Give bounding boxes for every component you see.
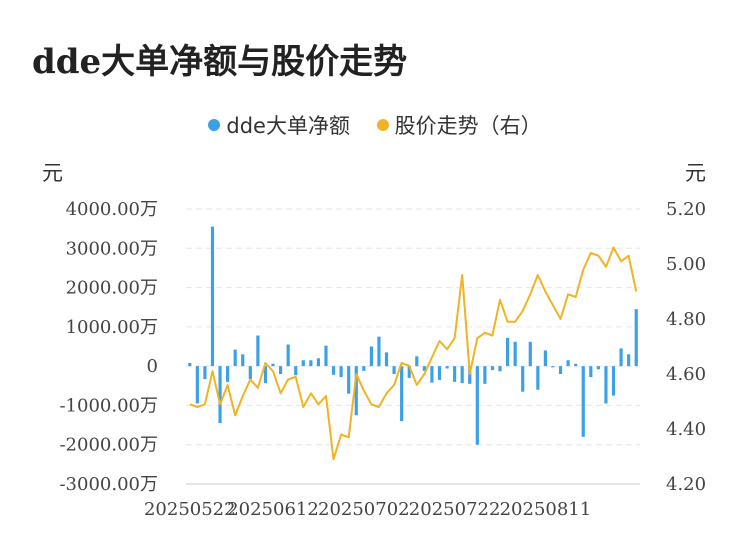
dde-bar bbox=[294, 366, 298, 376]
legend-label-price: 股价走势（右） bbox=[394, 114, 542, 138]
dde-bar bbox=[558, 366, 563, 374]
legend-item-price[interactable]: 股价走势（右） bbox=[376, 110, 542, 140]
left-tick-label: -2000.00万 bbox=[59, 435, 158, 456]
dde-bar bbox=[619, 348, 623, 367]
right-tick-label: 5.00 bbox=[666, 254, 706, 275]
price-line bbox=[189, 246, 638, 461]
dde-bar bbox=[203, 366, 207, 380]
left-tick-label: -1000.00万 bbox=[59, 395, 158, 416]
right-tick-label: 4.40 bbox=[666, 419, 706, 440]
dde-bar bbox=[596, 366, 600, 370]
x-tick-label: 20250811 bbox=[500, 499, 592, 520]
dde-bar bbox=[331, 366, 336, 375]
dde-bar bbox=[543, 350, 548, 367]
dde-bar bbox=[195, 366, 199, 404]
dde-bar bbox=[392, 366, 396, 374]
dde-bar bbox=[430, 366, 434, 383]
legend-label-dde: dde大单净额 bbox=[226, 114, 350, 138]
dde-bar bbox=[339, 366, 343, 378]
dde-bar bbox=[218, 366, 222, 424]
chart-title: dde大单净额与股价走势 bbox=[32, 42, 408, 82]
dde-bar bbox=[248, 366, 252, 380]
dde-bar bbox=[611, 366, 616, 396]
dde-bar bbox=[286, 344, 290, 367]
left-tick-label: 0 bbox=[147, 356, 158, 377]
dde-bar bbox=[271, 363, 275, 367]
dde-bar bbox=[460, 366, 464, 384]
left-tick-label: 1000.00万 bbox=[66, 317, 158, 338]
dde-bar bbox=[226, 366, 230, 382]
dde-bar bbox=[415, 356, 419, 367]
x-tick-label: 20250522 bbox=[144, 499, 236, 520]
dde-bar bbox=[634, 309, 638, 367]
dde-bar bbox=[422, 366, 426, 371]
dde-bar bbox=[498, 366, 502, 372]
dde-bar bbox=[369, 346, 373, 367]
dde-bar bbox=[513, 341, 517, 367]
dde-bar bbox=[445, 366, 449, 369]
right-tick-label: 5.20 bbox=[666, 199, 706, 220]
dde-bar bbox=[278, 366, 283, 374]
dde-bar bbox=[453, 366, 457, 382]
dde-bar bbox=[505, 337, 510, 367]
dde-bar bbox=[400, 366, 404, 422]
x-tick-label: 20250702 bbox=[318, 499, 410, 520]
dde-bar bbox=[551, 366, 555, 368]
dde-bar bbox=[362, 366, 366, 371]
dde-bar bbox=[437, 366, 442, 380]
right-tick-label: 4.60 bbox=[666, 364, 706, 385]
x-tick-label: 20250722 bbox=[409, 499, 501, 520]
dde-bar bbox=[301, 360, 305, 367]
dde-bar bbox=[490, 366, 495, 371]
dde-bar bbox=[604, 366, 608, 404]
dde-bar bbox=[347, 366, 351, 394]
x-tick-label: 20250612 bbox=[227, 499, 319, 520]
left-axis-unit: 元 bbox=[42, 161, 63, 185]
legend-dot-dde bbox=[208, 119, 221, 131]
left-tick-label: -3000.00万 bbox=[59, 474, 158, 495]
dde-bar bbox=[475, 366, 479, 445]
legend-item-dde[interactable]: dde大单净额 bbox=[208, 110, 350, 140]
dde-bar bbox=[528, 341, 532, 367]
legend-dot-price bbox=[376, 119, 389, 131]
dde-bar bbox=[316, 358, 321, 367]
dde-bar bbox=[566, 360, 570, 367]
dde-bar bbox=[210, 226, 215, 367]
dde-bar bbox=[354, 366, 358, 416]
dde-bar bbox=[627, 354, 631, 367]
dde-bar bbox=[241, 354, 245, 367]
dde-bar bbox=[384, 352, 389, 367]
dde-bar bbox=[581, 366, 585, 437]
dde-bar bbox=[263, 366, 268, 384]
dde-bar bbox=[574, 363, 578, 367]
dde-bar bbox=[407, 366, 411, 378]
dde-bar bbox=[536, 366, 540, 390]
dde-bar bbox=[377, 336, 381, 367]
dde-bar bbox=[233, 349, 237, 367]
legend: dde大单净额 股价走势（右） bbox=[0, 110, 750, 140]
left-tick-label: 2000.00万 bbox=[66, 278, 158, 299]
dde-bar bbox=[589, 366, 593, 378]
right-tick-label: 4.80 bbox=[666, 309, 706, 330]
dde-bar bbox=[324, 345, 328, 367]
dde-bar bbox=[309, 360, 313, 367]
right-axis-unit: 元 bbox=[685, 161, 706, 185]
left-tick-label: 3000.00万 bbox=[66, 238, 158, 259]
dde-bar bbox=[256, 335, 260, 367]
dde-bar bbox=[521, 366, 525, 392]
dde-bar bbox=[188, 363, 192, 367]
left-tick-label: 4000.00万 bbox=[66, 199, 158, 220]
right-tick-label: 4.20 bbox=[666, 474, 706, 495]
dde-bar bbox=[483, 366, 487, 384]
